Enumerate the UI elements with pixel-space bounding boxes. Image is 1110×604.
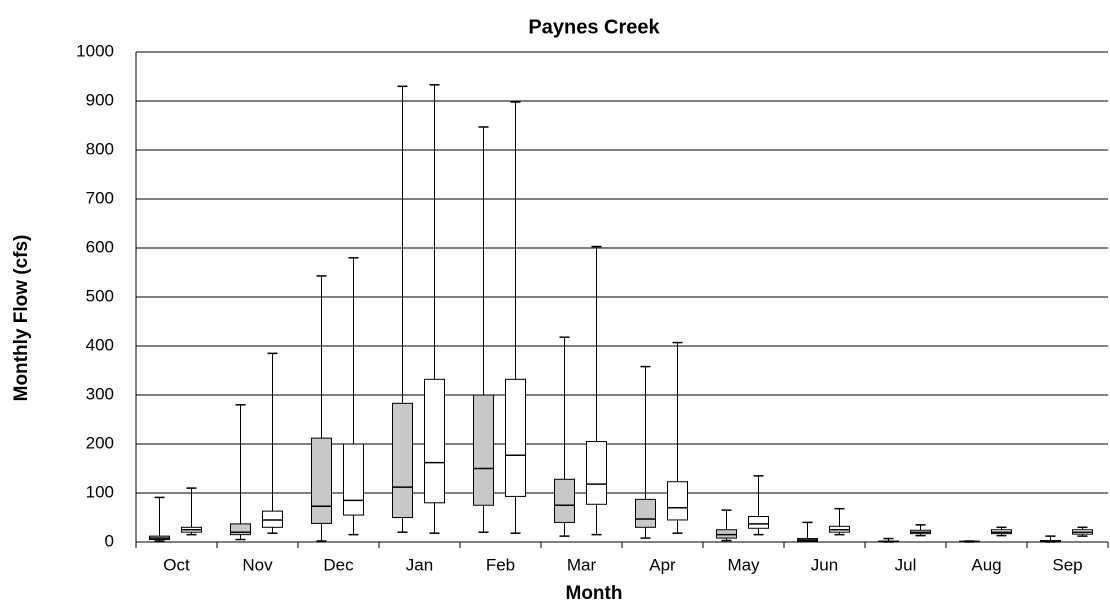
y-tick-label: 0 — [105, 531, 114, 550]
x-axis-label: Month — [566, 583, 623, 604]
x-tick-label: Jan — [406, 555, 433, 574]
box — [230, 523, 251, 536]
box — [424, 378, 445, 504]
box — [667, 481, 688, 521]
y-tick-label: 200 — [86, 433, 114, 452]
y-tick-label: 300 — [86, 384, 114, 403]
x-tick-label: Jul — [895, 555, 917, 574]
x-tick-label: Dec — [323, 555, 354, 574]
y-tick-label: 700 — [86, 188, 114, 207]
box — [392, 402, 413, 518]
y-tick-label: 500 — [86, 286, 114, 305]
box — [748, 516, 769, 529]
x-tick-label: Apr — [649, 555, 676, 574]
y-tick-label: 800 — [86, 139, 114, 158]
box — [343, 443, 364, 516]
y-tick-label: 400 — [86, 335, 114, 354]
box — [554, 478, 575, 523]
chart-title: Paynes Creek — [528, 16, 660, 38]
x-tick-label: Oct — [163, 555, 190, 574]
y-tick-label: 600 — [86, 237, 114, 256]
y-tick-label: 100 — [86, 482, 114, 501]
x-tick-label: Mar — [567, 555, 597, 574]
box — [505, 378, 526, 497]
x-tick-label: Feb — [486, 555, 515, 574]
box — [311, 437, 332, 524]
x-tick-label: May — [727, 555, 760, 574]
y-tick-label: 1000 — [76, 41, 114, 60]
y-axis-label: Monthly Flow (cfs) — [11, 235, 32, 402]
box — [635, 498, 656, 528]
box — [586, 441, 607, 505]
box — [473, 394, 494, 506]
x-tick-label: Aug — [971, 555, 1001, 574]
x-tick-label: Jun — [811, 555, 838, 574]
y-tick-label: 900 — [86, 90, 114, 109]
x-tick-label: Sep — [1052, 555, 1082, 574]
x-tick-label: Nov — [242, 555, 273, 574]
